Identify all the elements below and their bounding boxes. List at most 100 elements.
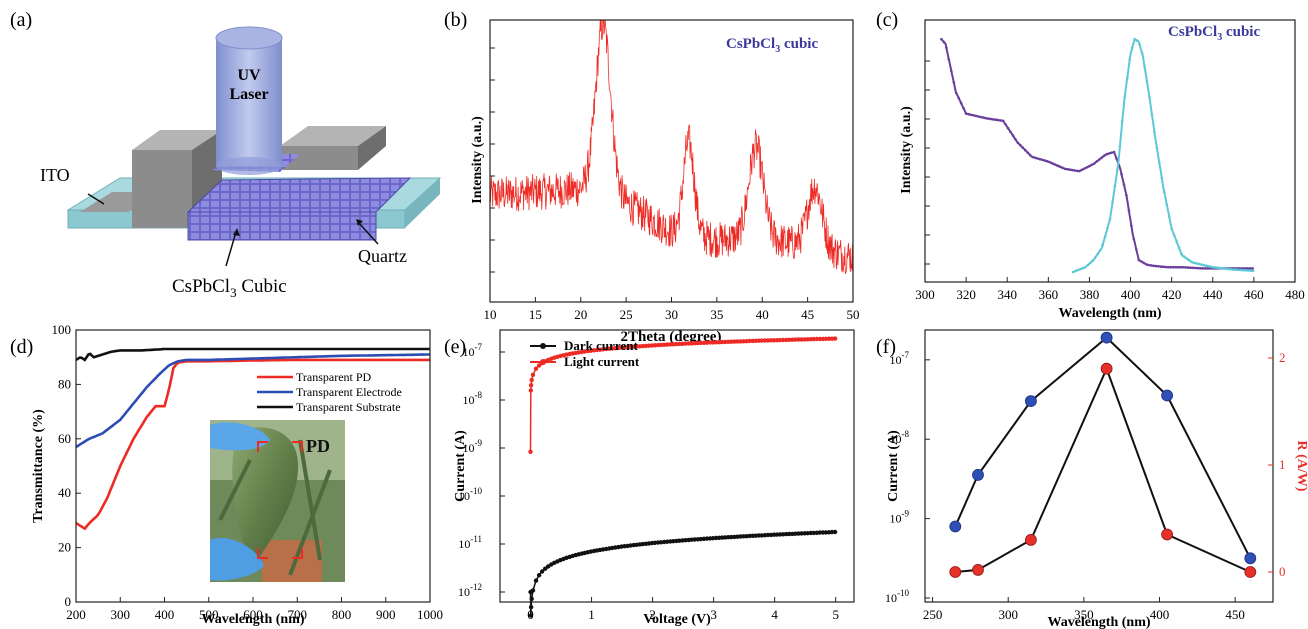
spectra-y-axis-label: Intensity (a.u.) (899, 106, 914, 194)
absorption-trace-point (1204, 267, 1207, 270)
absorption-trace-point (1064, 168, 1067, 171)
absorption-trace-point (1182, 266, 1185, 269)
xrd-x-tick-label-45: 45 (801, 307, 814, 322)
absorption-trace-point (1140, 260, 1143, 263)
ito-electrode-left-front (132, 150, 192, 228)
transmittance-y-tick-label-0: 0 (65, 594, 72, 609)
absorption-trace-point (1179, 266, 1182, 269)
panel-a: (a) UV Laser ITO Quartz CsPbCl3 Cubic (10, 9, 440, 300)
absorption-trace-point (945, 47, 948, 50)
iv-axes: 0 1 2 3 4 510-1210-1110-1010-910-810-7 (458, 342, 839, 622)
uv-laser-label-line2: Laser (229, 86, 268, 103)
absorption-trace-point (1160, 265, 1163, 268)
response-x-tick-label-300: 300 (998, 607, 1018, 622)
responsivity-point (1162, 529, 1173, 540)
absorption-trace-point (1036, 157, 1039, 160)
absorption-trace-point (1177, 266, 1180, 269)
absorption-trace-point (1105, 153, 1108, 156)
absorption-trace-point (1076, 170, 1079, 173)
panel-e: (e) 0 1 2 3 4 5 10-12 10-11 10-10 10-9 10-8 10-7 Da… (444, 330, 854, 627)
xrd-x-tick-label-10: 10 (484, 307, 497, 322)
absorption-trace-point (1088, 165, 1091, 168)
iv-y-tick-label--11: 10-11 (458, 534, 482, 551)
transmittance-x-tick-label-300: 300 (111, 607, 131, 622)
absorption-trace-point (957, 97, 960, 100)
absorption-trace-point (1123, 183, 1126, 186)
pl-trace-point (1227, 268, 1230, 271)
iv-y-tick-label--12: 10-12 (458, 582, 482, 599)
absorption-trace-point (1034, 157, 1037, 160)
transmittance-x-tick-label-900: 900 (376, 607, 396, 622)
spectra-annotation: CsPbCl3 cubic (1168, 24, 1260, 43)
pl-trace-point (1124, 95, 1127, 98)
responsivity-point (1025, 534, 1036, 545)
pl-trace-point (1200, 263, 1203, 266)
absorption-trace-point (1167, 266, 1170, 269)
spectra-x-tick-label-380: 380 (1080, 287, 1100, 302)
response-x-tick-label-250: 250 (923, 607, 943, 622)
spectra-x-tick-label-300: 300 (915, 287, 935, 302)
current-point (973, 469, 984, 480)
pl-trace-point (1153, 131, 1156, 134)
absorption-trace-point (1251, 267, 1254, 270)
pl-trace-point (1225, 267, 1228, 270)
pl-trace-point (1175, 240, 1178, 243)
absorption-trace-point (1071, 169, 1074, 172)
responsivity-point (1245, 567, 1256, 578)
absorption-trace-point (1093, 162, 1096, 165)
transmittance-x-tick-label-1000: 1000 (417, 607, 443, 622)
absorption-trace-point (980, 116, 983, 119)
absorption-trace-point (977, 115, 980, 118)
absorption-trace-point (1078, 170, 1081, 173)
response-y-axis-label: Current (A) (886, 430, 901, 502)
pl-trace-point (1143, 65, 1146, 68)
absorption-trace-point (985, 117, 988, 120)
absorption-trace-point (960, 102, 963, 105)
panel-b: (b) 10 15 20 25 30 35 40 45 50 2Theta (degree) I… (444, 9, 860, 345)
light-current-point (534, 367, 538, 371)
absorption-trace-point (1142, 262, 1145, 265)
responsivity-point (950, 567, 961, 578)
pl-trace-point (1151, 113, 1154, 116)
absorption-trace-point (1007, 127, 1010, 130)
pl-trace-point (1116, 168, 1119, 171)
pl-trace-point (1119, 145, 1122, 148)
absorption-trace-point (1197, 267, 1200, 270)
spectra-x-tick-label-320: 320 (956, 287, 976, 302)
absorption-trace-point (1083, 167, 1086, 170)
pl-trace-point (1247, 269, 1250, 272)
absorption-trace-point (953, 81, 956, 84)
pl-trace-point (1146, 80, 1149, 83)
pl-trace-point (1126, 77, 1129, 80)
xrd-x-tick-label-25: 25 (620, 307, 633, 322)
iv-legend: Dark current Light current (530, 338, 640, 369)
absorption-trace-point (1027, 151, 1030, 154)
absorption-trace-point (999, 119, 1002, 122)
response-plot-area (950, 332, 1256, 577)
absorption-trace-point (1172, 266, 1175, 269)
pl-trace-point (1202, 264, 1205, 267)
absorption-trace-point (1046, 160, 1049, 163)
pl-trace-point (1183, 255, 1186, 258)
absorption-trace-point (1162, 266, 1165, 269)
pl-trace-point (1252, 270, 1255, 273)
pl-trace-point (1077, 269, 1080, 272)
legend-label-2: Transparent Substrate (296, 400, 401, 414)
spectra-x-axis: 300 320 340 360 380 400 420 440 460 480 (915, 61, 1305, 302)
pl-trace-point (1193, 262, 1196, 265)
transmittance-y-tick-label-40: 40 (58, 485, 71, 500)
absorption-trace-point (1199, 267, 1202, 270)
absorption-trace-point (940, 38, 943, 41)
ito-label: ITO (40, 165, 70, 185)
pl-trace (1073, 39, 1254, 272)
current-point (1101, 332, 1112, 343)
pl-trace-point (1138, 43, 1141, 46)
pl-trace-point (1091, 259, 1094, 262)
absorption-trace-point (972, 114, 975, 117)
spectra-x-tick-label-440: 440 (1203, 287, 1223, 302)
absorption-trace-point (1054, 163, 1057, 166)
absorption-trace-point (1022, 146, 1025, 149)
absorption-trace-point (1059, 165, 1062, 168)
xrd-x-tick-label-20: 20 (574, 307, 587, 322)
current-point (1162, 390, 1173, 401)
